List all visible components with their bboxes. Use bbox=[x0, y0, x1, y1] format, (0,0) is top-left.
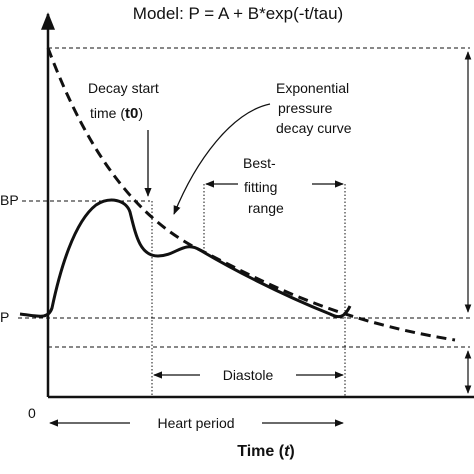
origin-label: 0 bbox=[28, 405, 36, 421]
model-title: Model: P = A + B*exp(-t/tau) bbox=[133, 4, 343, 23]
exp-curve-label-line2: pressure bbox=[278, 100, 333, 116]
heart-period-label: Heart period bbox=[157, 415, 234, 431]
y-label-bp: BP bbox=[0, 192, 19, 208]
diastole-label: Diastole bbox=[223, 367, 274, 383]
pressure-waveform bbox=[19, 198, 352, 319]
x-axis-label: Time (t) bbox=[237, 443, 294, 460]
decay-start-label-line2: time (t0) bbox=[90, 105, 143, 122]
exp-curve-label-line1: Exponential bbox=[276, 80, 349, 96]
decay-start-label-line1: Decay start bbox=[88, 80, 159, 96]
best-fit-label-line1: Best- bbox=[243, 155, 276, 171]
exp-curve-label-line3: decay curve bbox=[276, 120, 352, 136]
exp-curve-pointer bbox=[173, 103, 271, 215]
best-fit-label-line3: range bbox=[248, 200, 284, 216]
y-label-p: P bbox=[0, 309, 9, 325]
best-fit-label-line2: fitting bbox=[244, 179, 277, 195]
